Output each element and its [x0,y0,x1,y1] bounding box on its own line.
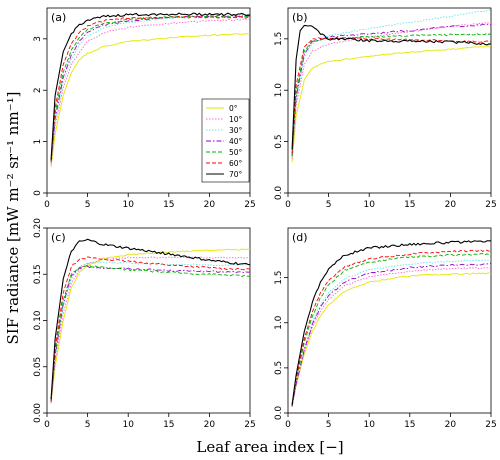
series-line-30deg [291,258,492,407]
plot-frame [287,227,492,414]
y-tick-label: 1.0 [274,83,284,98]
panels-group: 0 5 10 15 20 25 0 1 2 3 (a) 0° 10° 30° 40° 50° 60° 70° 0 5 1… [33,7,497,430]
panel-c: 0 5 10 15 20 25 0.00 0.05 0.10 0.15 0.20 (c) [33,218,256,430]
y-tick-label: 1.0 [274,315,284,330]
x-tick-label: 15 [404,200,415,210]
series-line-40deg [50,14,251,163]
x-tick-label: 25 [485,420,496,430]
y-tick-label: 0.5 [274,361,284,375]
plot-frame [46,227,251,414]
y-tick-label: 0.0 [274,406,284,421]
series-line-10deg [50,18,251,165]
y-tick-label: 0.00 [33,403,43,423]
series-line-0deg [50,248,251,404]
y-tick-label: 3 [33,36,43,42]
y-tick-label: 0.05 [33,357,43,377]
series-line-60deg [50,256,251,402]
x-tick-label: 10 [363,420,375,430]
legend-label: 30° [229,126,243,135]
x-tick-label: 20 [204,420,216,430]
series-line-30deg [50,261,251,402]
series-line-0deg [291,272,492,407]
x-tick-label: 5 [326,420,332,430]
y-tick-label: 1.5 [274,270,284,284]
x-tick-label: 0 [285,200,291,210]
x-tick-label: 25 [485,200,496,210]
y-tick-label: 1 [33,139,43,145]
panel-a: 0 5 10 15 20 25 0 1 2 3 (a) 0° 10° 30° 40° 50° 60° 70° [33,7,256,210]
y-tick-label: 0.10 [33,310,43,330]
legend-label: 50° [229,148,243,157]
series-line-50deg [50,264,251,402]
x-tick-label: 5 [85,420,91,430]
series-line-70deg [50,12,251,160]
x-tick-label: 20 [204,200,216,210]
y-tick-label: 0.15 [33,264,43,284]
series-line-60deg [50,15,251,162]
series-line-60deg [291,249,492,406]
y-axis-title: SIF radiance [mW m⁻² sr⁻¹ nm⁻¹] [4,92,22,345]
x-tick-label: 5 [326,200,332,210]
series-line-0deg [50,33,251,168]
legend: 0° 10° 30° 40° 50° 60° 70° [201,98,250,183]
y-tick-label: 0 [33,190,43,196]
panel-d: 0 5 10 15 20 25 0.0 0.5 1.0 1.5 (d) [274,227,497,430]
y-tick-label: 0.5 [274,134,284,148]
panel-label: (d) [292,231,308,244]
panel-label: (b) [292,11,308,24]
series-line-10deg [291,267,492,407]
series-line-40deg [291,263,492,407]
series-line-50deg [291,253,492,406]
plot-frame [287,7,492,194]
series-line-30deg [291,9,492,158]
series-line-70deg [291,24,492,150]
x-tick-label: 10 [122,200,134,210]
x-tick-label: 15 [163,200,174,210]
series-line-10deg [50,256,251,403]
legend-label: 0° [229,104,238,113]
x-tick-label: 10 [122,420,134,430]
x-tick-label: 25 [244,420,255,430]
y-tick-label: 2 [33,87,43,93]
series-line-70deg [50,238,251,400]
series-line-50deg [291,32,492,155]
series-line-70deg [291,240,492,405]
x-tick-label: 0 [44,200,50,210]
legend-label: 70° [229,170,243,179]
series-line-40deg [291,23,492,157]
x-tick-label: 20 [445,200,457,210]
panel-label: (a) [51,11,66,24]
x-tick-label: 0 [285,420,291,430]
panel-label: (c) [51,231,66,244]
y-tick-label: 0.20 [33,218,43,238]
x-tick-label: 15 [163,420,174,430]
plot-frame [46,7,251,194]
series-line-40deg [50,265,251,402]
x-tick-label: 10 [363,200,375,210]
panel-b: 0 5 10 15 20 25 0.0 0.5 1.0 1.5 (b) [274,7,497,210]
x-axis-title: Leaf area index [−] [196,438,343,456]
legend-label: 60° [229,159,243,168]
x-tick-label: 20 [445,420,457,430]
y-tick-label: 1.5 [274,32,284,46]
x-tick-label: 15 [404,420,415,430]
series-line-60deg [291,36,492,154]
x-tick-label: 25 [244,200,255,210]
legend-label: 10° [229,115,243,124]
legend-label: 40° [229,137,243,146]
x-tick-label: 0 [44,420,50,430]
series-line-50deg [50,15,251,163]
y-tick-label: 0.0 [274,186,284,201]
x-tick-label: 5 [85,200,91,210]
series-line-0deg [291,45,492,163]
